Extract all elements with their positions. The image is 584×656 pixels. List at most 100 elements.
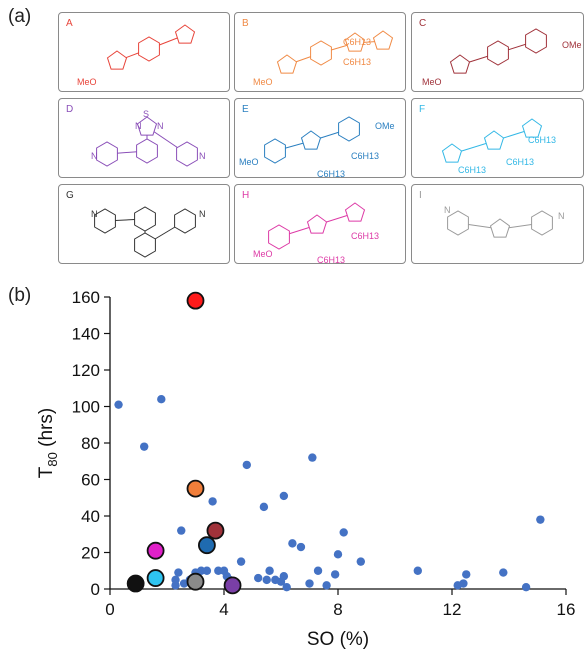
molecule-letter: I [419,190,422,201]
data-point [177,526,186,535]
molecule-cell-b: MeO C6H13 C6H13 B [234,12,406,92]
molecule-structure-b: MeO C6H13 C6H13 [253,30,394,87]
molecule-h-label: MeO [253,249,273,259]
data-point [279,572,289,581]
molecule-structure-a: MeO [77,24,196,87]
highlight-point-b [186,479,205,498]
data-point [322,581,331,590]
data-point [254,573,263,583]
data-point [333,550,343,559]
data-point [499,568,508,577]
x-tick-label: 0 [105,600,114,619]
molecule-d-label: S [143,109,149,119]
molecule-g-label: N [199,209,206,219]
molecule-e-label: MeO [239,157,259,167]
molecule-letter: E [242,104,249,115]
molecule-structure-h: MeO C6H13 C6H13 [253,202,379,265]
molecule-b-label: C6H13 [343,37,371,47]
data-point [157,395,166,404]
molecule-cell-e: MeO OMe C6H13 C6H13 E [234,98,406,179]
molecule-letter: C [419,18,427,29]
molecule-cell-h: MeO C6H13 C6H13 H [234,184,406,265]
data-point [413,566,422,575]
y-tick-label: 0 [91,580,100,599]
highlight-point-c [206,521,225,540]
data-point [536,515,545,524]
molecule-d-label: N [199,151,206,161]
highlight-point-a [186,291,205,310]
molecule-structure-e: MeO OMe C6H13 C6H13 [239,116,395,179]
data-point [305,579,314,588]
molecule-letter: H [242,190,250,201]
molecule-structure-d: N NSN N [91,109,206,167]
molecule-letter: G [66,190,74,201]
y-tick-label: 80 [81,434,100,453]
x-tick-label: 16 [557,600,576,619]
data-point [459,579,468,588]
data-point [339,528,348,537]
data-point [114,400,123,409]
highlight-point-f [146,569,165,587]
molecule-d-label: N [91,151,98,161]
data-point [282,582,291,592]
molecule-g-label: N [91,209,98,219]
y-tick-label: 100 [72,398,100,417]
highlight-point-e [197,536,216,555]
highlight-point-i [186,572,205,591]
molecule-a-label: MeO [77,77,97,87]
data-point [174,568,183,577]
molecule-cell-f: C6H13 C6H13 C6H13 F [411,98,584,178]
data-point [171,575,180,585]
panel-a-label: (a) [8,6,32,27]
x-axis-label: SO (%) [307,629,369,650]
data-point [521,582,531,592]
data-point [356,557,365,566]
data-point [296,542,306,552]
molecule-i-label: N [444,205,451,215]
molecule-structure-c: MeO OMe [422,28,582,87]
y-tick-label: 120 [72,361,100,380]
molecule-c-label: MeO [422,77,442,87]
molecule-letter: F [419,104,426,115]
data-point [462,570,471,579]
molecule-e-label: C6H13 [317,169,345,179]
highlight-point-h [146,541,165,560]
molecule-d-label: N [157,121,164,131]
molecule-h-label: C6H13 [317,255,345,265]
molecule-b-label: MeO [253,77,273,87]
x-tick-label: 12 [443,600,462,619]
molecule-e-label: OMe [375,121,395,131]
data-point [236,557,246,566]
data-point [308,453,317,462]
molecule-i-label: N [558,211,565,221]
molecule-cell-c: MeO OMe C [411,12,584,92]
molecule-d-label: N [135,121,142,131]
y-axis-label: T80 (hrs) [36,408,60,478]
data-point [140,442,149,451]
data-point [288,539,297,548]
molecule-letter: A [66,18,73,29]
data-point [208,497,217,506]
molecule-cell-a: MeO A [58,12,230,92]
molecule-structure-f: C6H13 C6H13 C6H13 [441,118,556,175]
data-point [259,502,269,512]
data-point [242,460,251,470]
scatter-chart: 0 20 40 60 80 100 120 140 160 0 4 8 12 16 SO (%) T80 (h… [36,288,576,650]
molecule-f-label: C6H13 [458,165,486,175]
molecule-h-label: C6H13 [351,231,379,241]
molecule-structure-i: NN [444,205,565,238]
molecule-f-label: C6H13 [528,135,556,145]
x-tick-label: 8 [333,600,342,619]
data-point [330,570,340,579]
y-tick-label: 20 [81,544,100,563]
y-tick-label: 140 [72,325,100,344]
data-point [265,566,274,575]
y-tick-label: 160 [72,288,100,307]
molecule-e-label: C6H13 [351,151,379,161]
data-point [202,566,212,575]
highlight-point-g [126,574,145,593]
